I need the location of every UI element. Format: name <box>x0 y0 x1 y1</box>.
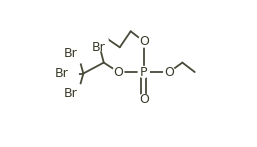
Circle shape <box>68 84 87 103</box>
Text: P: P <box>140 66 148 78</box>
Circle shape <box>138 66 149 78</box>
Text: O: O <box>139 93 149 106</box>
Text: O: O <box>139 35 149 48</box>
Circle shape <box>138 36 149 47</box>
Circle shape <box>164 66 175 78</box>
Circle shape <box>138 94 149 105</box>
Text: Br: Br <box>92 41 106 55</box>
Circle shape <box>89 32 108 51</box>
Text: Br: Br <box>55 67 69 80</box>
Circle shape <box>59 64 78 83</box>
Text: O: O <box>164 66 174 78</box>
Circle shape <box>68 44 87 63</box>
Text: Br: Br <box>64 87 78 100</box>
Text: Br: Br <box>64 47 78 60</box>
Circle shape <box>113 66 124 78</box>
Text: O: O <box>113 66 123 78</box>
